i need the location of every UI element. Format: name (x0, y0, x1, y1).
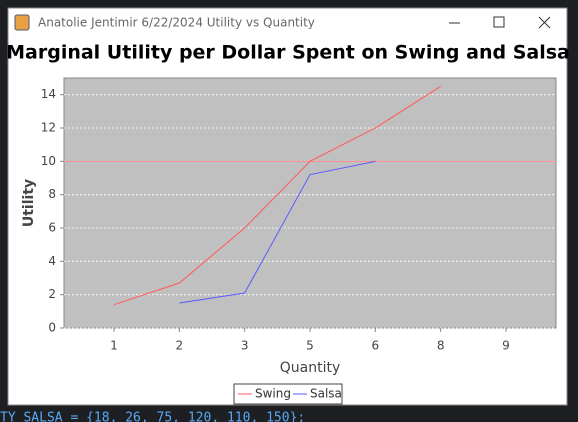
chart-title: Marginal Utility per Dollar Spent on Swi… (6, 42, 570, 64)
maximize-button[interactable] (493, 16, 505, 28)
y-tick-label: 4 (48, 254, 56, 268)
x-tick-label: 5 (306, 339, 314, 353)
close-button[interactable] (538, 16, 551, 29)
y-tick-label: 2 (48, 287, 56, 301)
y-tick-label: 14 (41, 87, 56, 101)
legend-label: Swing (255, 387, 291, 401)
legend: Swing Salsa (233, 383, 343, 405)
x-tick-label: 1 (110, 339, 118, 353)
y-tick-label: 6 (48, 221, 56, 235)
legend-label: Salsa (310, 387, 342, 401)
background-code: TY_SALSA = {18, 26, 75, 120, 110, 150}; (0, 411, 305, 422)
y-tick-label: 8 (48, 187, 56, 201)
series-line (113, 85, 441, 306)
title-bar (9, 9, 566, 38)
legend-box (233, 383, 343, 405)
x-axis-label: Quantity (280, 360, 341, 376)
x-tick-label: 3 (241, 339, 249, 353)
x-tick-label: 8 (437, 339, 445, 353)
y-axis-label: Utility (21, 179, 37, 227)
x-tick-label: 6 (372, 339, 380, 353)
y-tick-label: 10 (41, 154, 56, 168)
series-line (179, 160, 376, 304)
y-tick-label: 0 (48, 321, 56, 335)
app-icon (14, 14, 30, 31)
x-tick-label: 9 (502, 339, 510, 353)
y-tick-label: 12 (41, 121, 56, 135)
plot-area (63, 77, 557, 329)
x-tick-label: 2 (176, 339, 184, 353)
window-title: Anatolie Jentimir 6/22/2024 Utility vs Q… (38, 16, 315, 30)
